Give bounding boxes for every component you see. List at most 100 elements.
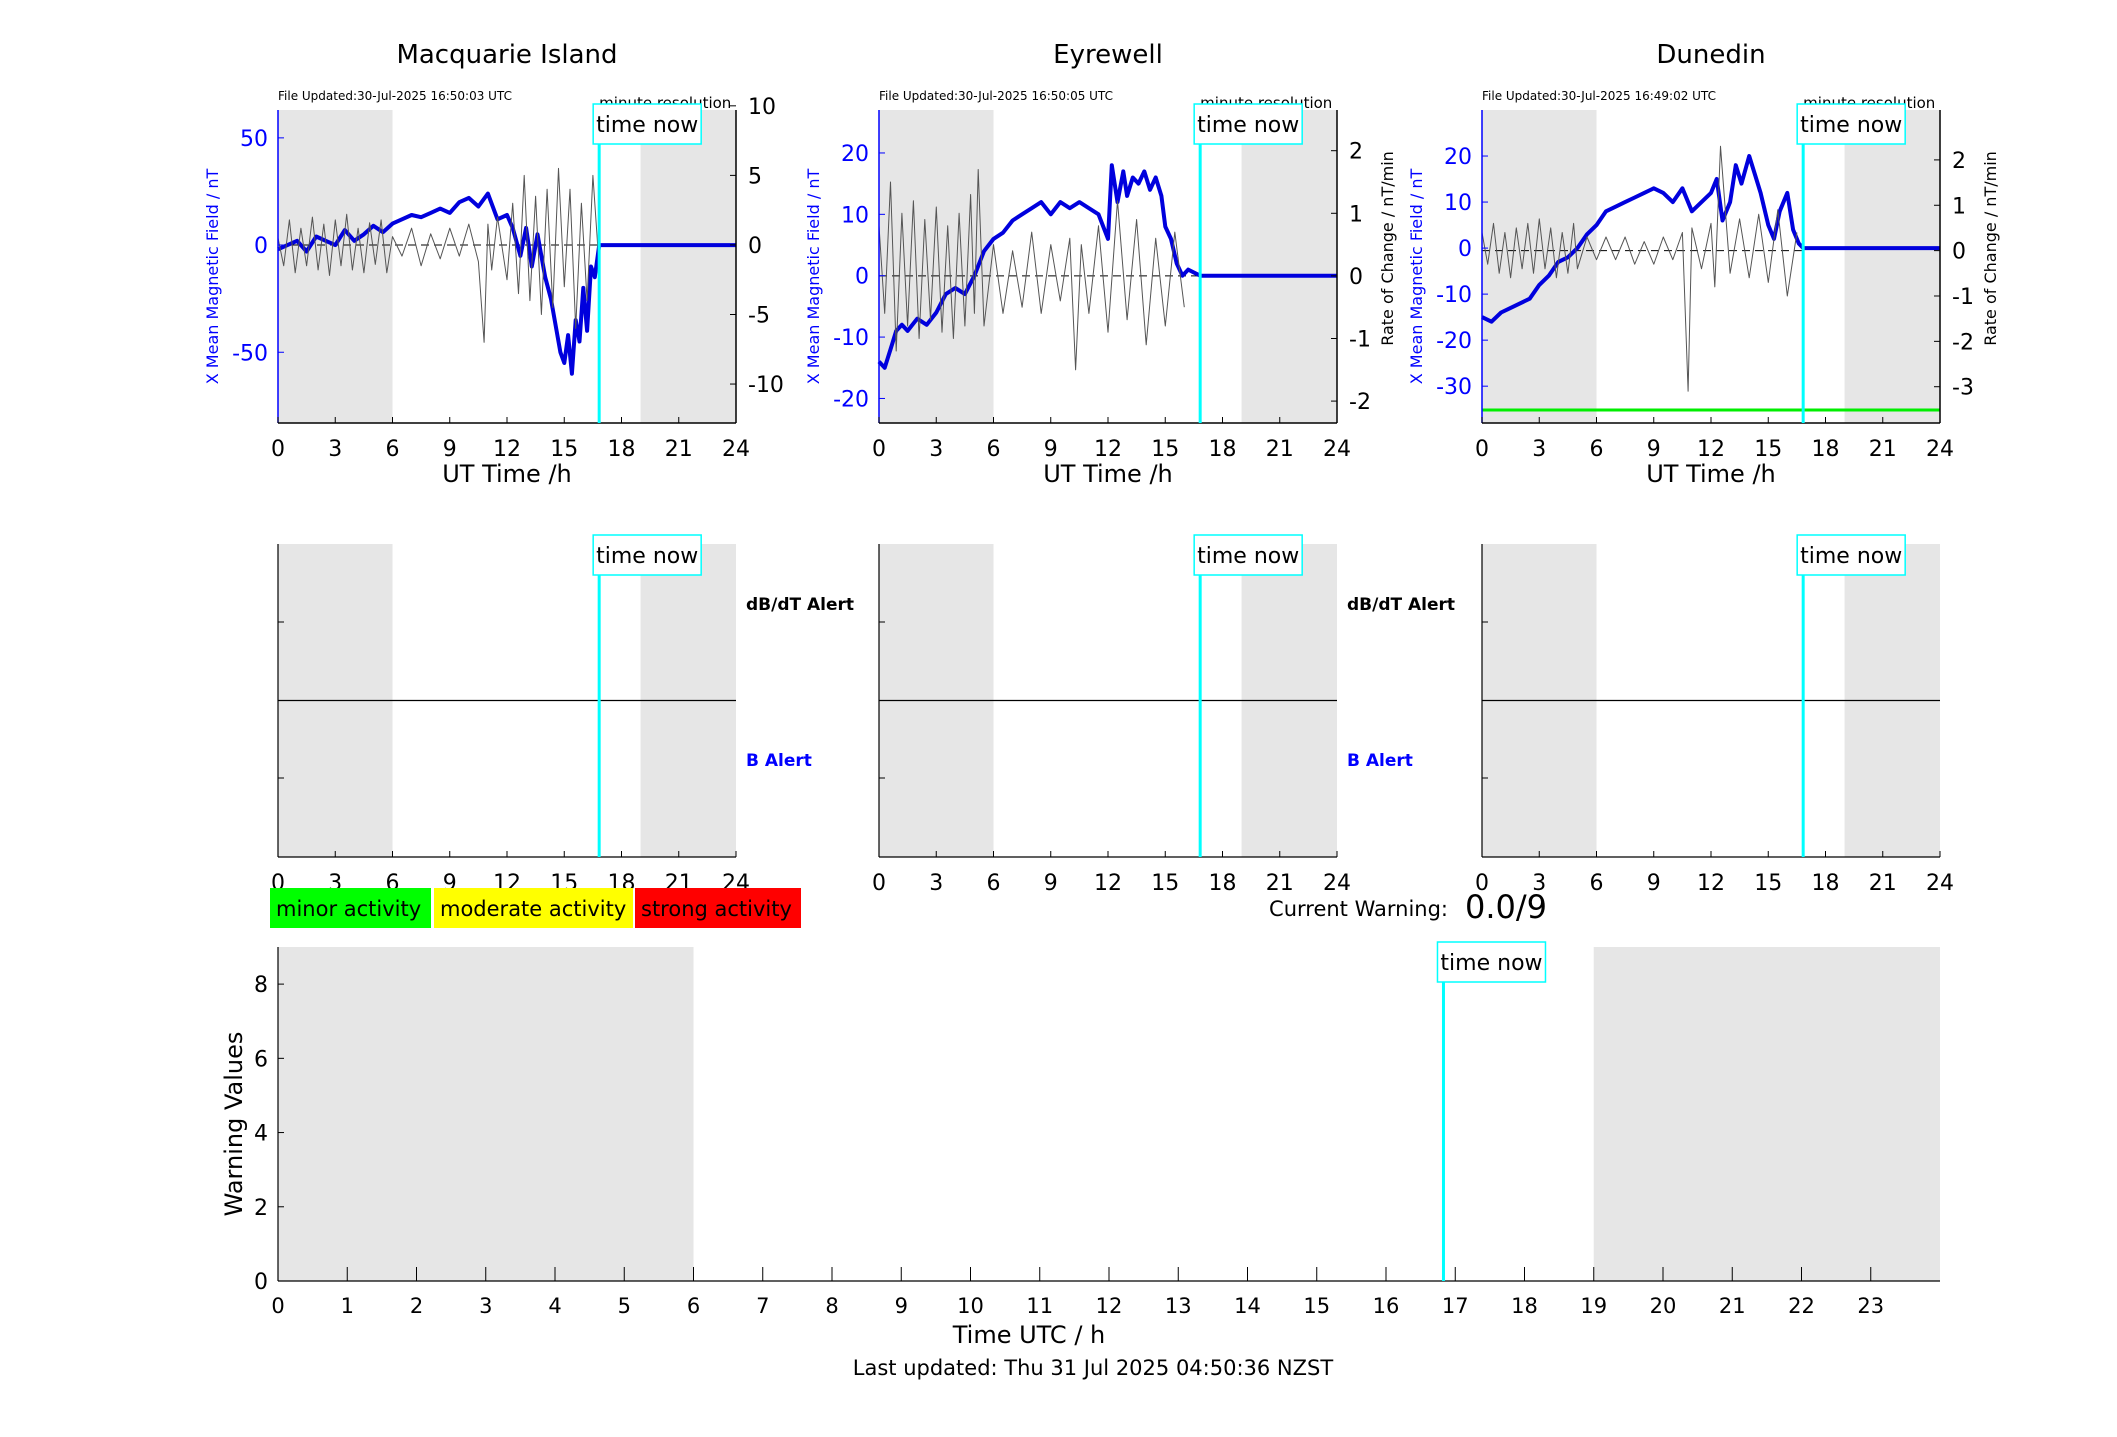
x-tick-label: 15 [1754, 871, 1782, 896]
x-tick-label: 19 [1580, 1294, 1607, 1318]
x-tick-label: 0 [271, 1294, 284, 1318]
right-tick-label: 1 [1952, 194, 1966, 219]
x-tick-label: 3 [929, 437, 943, 462]
left-tick-label: -50 [232, 341, 268, 366]
right-tick-label: 0 [748, 234, 762, 259]
legend-swatch [635, 888, 801, 928]
x-tick-label: 16 [1373, 1294, 1400, 1318]
time-now-box [592, 534, 702, 576]
x-tick-label: 12 [1697, 437, 1725, 462]
x-tick-label: 9 [895, 1294, 908, 1318]
night-shading [1241, 110, 1337, 423]
x-tick-label: 4 [548, 1294, 561, 1318]
time-now-label: time now [596, 113, 698, 138]
activity-legend: minor activity moderate activity strong ac… [270, 888, 801, 928]
x-tick-label: 24 [1926, 437, 1954, 462]
y-tick-label: 8 [254, 973, 268, 998]
legend-label: strong activity [641, 897, 792, 921]
x-tick-label: 11 [1026, 1294, 1053, 1318]
x-tick-label: 12 [1096, 1294, 1123, 1318]
x-tick-label: 24 [722, 437, 750, 462]
x-tick-label: 6 [1590, 437, 1604, 462]
station-title: Dunedin [1656, 40, 1765, 70]
right-tick-label: 2 [1952, 149, 1966, 174]
left-tick-label: -10 [833, 326, 869, 351]
time-now-label: time now [596, 544, 698, 569]
right-axis-label: Rate of Change / nT/min [1378, 151, 1397, 346]
x-tick-label: 6 [1590, 871, 1604, 896]
y-tick-label: 0 [254, 1270, 268, 1295]
file-updated: File Updated:30-Jul-2025 16:50:03 UTC [278, 89, 512, 103]
night-shading [640, 110, 736, 423]
x-tick-label: 12 [1697, 871, 1725, 896]
legend-swatch [270, 888, 431, 928]
x-tick-label: 24 [1323, 437, 1351, 462]
x-tick-label: 20 [1650, 1294, 1677, 1318]
x-tick-label: 6 [987, 871, 1001, 896]
time-now-box [1796, 103, 1906, 145]
x-tick-label: 0 [1475, 437, 1489, 462]
x-tick-label: 6 [687, 1294, 700, 1318]
x-tick-label: 15 [1303, 1294, 1330, 1318]
right-tick-label: -3 [1952, 376, 1974, 401]
rate-of-change-series [1481, 145, 1798, 392]
left-tick-label: 20 [841, 142, 869, 167]
x-axis-label: UT Time /h [1043, 460, 1173, 488]
x-tick-label: 18 [1812, 871, 1840, 896]
x-tick-label: 9 [1647, 871, 1661, 896]
time-now-marker: time now [1193, 103, 1303, 145]
x-tick-label: 23 [1857, 1294, 1884, 1318]
legend-swatch [434, 888, 633, 928]
x-tick-label: 21 [665, 437, 693, 462]
x-tick-label: 5 [618, 1294, 631, 1318]
left-tick-label: 10 [841, 203, 869, 228]
time-now-label: time now [1800, 544, 1902, 569]
x-tick-label: 9 [1044, 437, 1058, 462]
magnetic-field-series [277, 191, 736, 376]
x-tick-label: 10 [957, 1294, 984, 1318]
x-tick-label: 18 [1511, 1294, 1538, 1318]
left-axis-label: X Mean Magnetic Field / nT [804, 169, 823, 385]
left-tick-label: -20 [833, 387, 869, 412]
time-now-box [1193, 534, 1303, 576]
last-updated: Last updated: Thu 31 Jul 2025 04:50:36 N… [853, 1356, 1334, 1380]
night-shading [1482, 110, 1597, 423]
time-now-marker: time now [1436, 941, 1547, 983]
x-tick-label: 0 [872, 437, 886, 462]
y-tick-label: 2 [254, 1196, 268, 1221]
station-title: Macquarie Island [396, 40, 617, 70]
x-tick-label: 0 [271, 437, 285, 462]
current-warning: Current Warning: 0.0/9 [1269, 888, 1547, 926]
left-axis-label: X Mean Magnetic Field / nT [1407, 169, 1426, 385]
left-tick-label: -20 [1436, 329, 1472, 354]
x-tick-label: 15 [550, 437, 578, 462]
x-tick-label: 8 [825, 1294, 838, 1318]
time-now-box [1436, 941, 1547, 983]
alert-panel-3: 0 3 6 9 12 15 18 21 24 time now [1475, 534, 1954, 896]
left-tick-label: 50 [240, 127, 268, 152]
x-tick-label: 14 [1234, 1294, 1261, 1318]
right-tick-label: 10 [748, 95, 776, 120]
rate-of-change-series [878, 169, 1185, 371]
x-tick-label: 24 [1926, 871, 1954, 896]
time-now-marker: time now [592, 103, 702, 145]
left-tick-label: 0 [254, 234, 268, 259]
time-now-box [592, 103, 702, 145]
x-axis-label: UT Time /h [1646, 460, 1776, 488]
alert-panel-2: 0 3 6 9 12 15 18 21 24 dB/dT Alert B Alert time now [872, 534, 1455, 896]
dbdt-alert-label: dB/dT Alert [746, 595, 854, 615]
night-shading [1593, 947, 1940, 1281]
x-tick-label: 12 [493, 437, 521, 462]
right-tick-label: -10 [748, 373, 784, 398]
left-tick-label: -10 [1436, 283, 1472, 308]
right-tick-label: 0 [1349, 265, 1363, 290]
x-axis-label: Time UTC / h [952, 1321, 1106, 1349]
x-tick-label: 6 [386, 437, 400, 462]
time-now-marker: time now [1796, 103, 1906, 145]
x-tick-label: 3 [929, 871, 943, 896]
x-tick-label: 21 [1869, 871, 1897, 896]
right-tick-label: -2 [1349, 390, 1371, 415]
station-panel-1: Macquarie Island File Updated:30-Jul-2025… [203, 40, 784, 488]
right-tick-label: 2 [1349, 140, 1363, 165]
